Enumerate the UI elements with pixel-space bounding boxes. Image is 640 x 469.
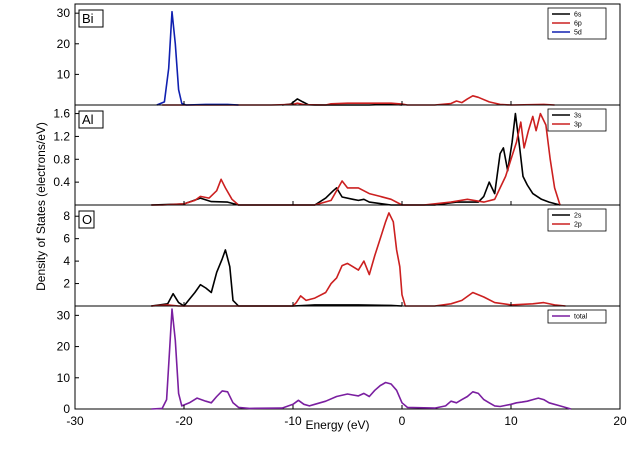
series-line-total — [151, 308, 572, 410]
panel-label: Al — [82, 112, 94, 127]
panel-label-box — [78, 9, 104, 28]
y-tick-label: 1.6 — [53, 107, 70, 121]
y-tick-label: 30 — [57, 6, 71, 20]
x-tick-label: 10 — [504, 414, 518, 428]
series-line-2s — [151, 249, 403, 307]
y-tick-label: 2 — [63, 277, 70, 291]
panel-label: O — [82, 212, 92, 227]
y-tick-label: 6 — [63, 232, 70, 246]
y-tick-label: 10 — [57, 67, 71, 81]
y-tick-label: 1.2 — [53, 129, 70, 143]
legend-entry: 2s — [574, 213, 582, 220]
panel-label-box — [78, 210, 95, 229]
panel-frame — [74, 3, 621, 106]
y-axis-title: Density of States (electrons/eV) — [34, 122, 48, 291]
panel-frame — [74, 204, 621, 307]
x-tick-label: -10 — [284, 414, 302, 428]
panel-label-box — [78, 110, 104, 129]
x-axis-title: Energy (eV) — [305, 418, 369, 432]
legend-box — [547, 309, 607, 324]
legend-entry: total — [574, 314, 588, 321]
legend-entry: 6p — [574, 21, 582, 28]
legend-entry: 3p — [574, 122, 582, 129]
panel-bi: 10 20 30 Bi 6s 6p 5d — [57, 3, 621, 106]
x-tick-label: 20 — [613, 414, 627, 428]
y-tick-label: 0.8 — [53, 152, 70, 166]
y-tick-label: 0.4 — [53, 175, 70, 189]
legend: total — [547, 309, 607, 324]
series-line-5d — [156, 10, 239, 106]
y-tick-label: 8 — [63, 209, 70, 223]
y-tick-label: 0 — [63, 402, 70, 416]
y-tick-label: 4 — [63, 254, 70, 268]
x-tick-label: -20 — [175, 414, 193, 428]
x-tick-label: 0 — [399, 414, 406, 428]
series-line-2p — [151, 212, 566, 307]
legend-entry: 2p — [574, 222, 582, 229]
legend: 6s 6p 5d — [547, 7, 607, 40]
y-tick-label: 30 — [57, 308, 71, 322]
x-tick-label: -30 — [66, 414, 84, 428]
y-tick-label: 10 — [57, 371, 71, 385]
legend-entry: 3s — [574, 113, 582, 120]
panel-total: 0 10 20 30 total — [57, 305, 621, 416]
y-tick-label: 20 — [57, 37, 71, 51]
panel-frame — [74, 305, 621, 410]
legend-entry: 5d — [574, 30, 582, 37]
y-tick-label: 20 — [57, 340, 71, 354]
panel-label: Bi — [82, 11, 94, 26]
legend-entry: 6s — [574, 12, 582, 19]
